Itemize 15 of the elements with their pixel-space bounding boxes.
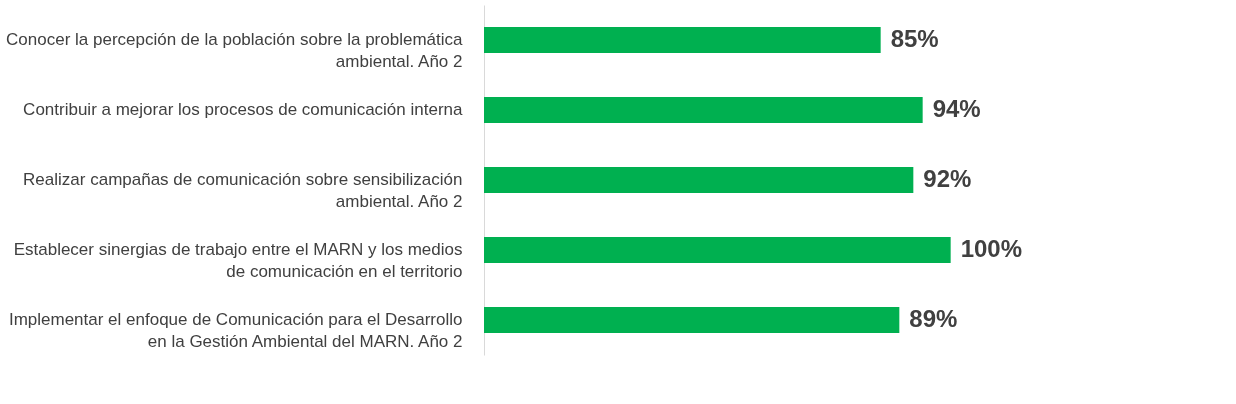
bar [484, 97, 923, 123]
y-tick-label: Realizar campañas de comunicación sobre sensibilización ambiental. Año 2 [23, 170, 463, 211]
data-label: 92% [923, 165, 972, 192]
bar [484, 167, 914, 193]
data-label: 100% [960, 235, 1023, 262]
y-tick-label: Implementar el enfoque de Comunicación para el Desarrollo en la Gestión Ambiental del MARN. Año 2 [8, 310, 463, 351]
data-label: 89% [909, 305, 958, 332]
bar [484, 237, 951, 263]
data-label: 85% [890, 25, 939, 52]
y-tick-label: Contribuir a mejorar los procesos de comunicación interna [23, 100, 464, 119]
bar [484, 307, 900, 333]
y-tick-label: Establecer sinergias de trabajo entre el MARN y los medios de comunicación en el territorio [13, 240, 463, 281]
bar [484, 27, 881, 53]
y-tick-label: Conocer la percepción de la población sobre la problemática ambiental. Año 2 [6, 30, 464, 71]
data-label: 94% [932, 95, 981, 122]
